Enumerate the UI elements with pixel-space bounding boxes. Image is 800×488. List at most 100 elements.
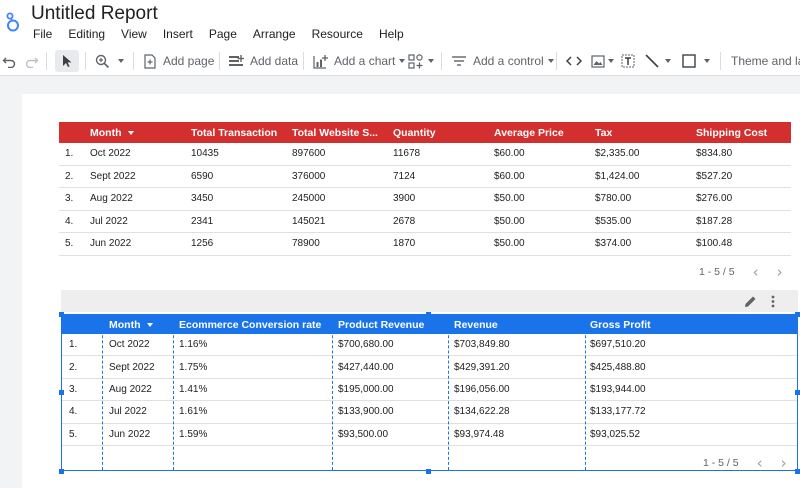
column-header-ecommerce-conversion-rate[interactable]: Ecommerce Conversion rate [179,318,322,331]
chevron-right-icon[interactable]: › [776,263,783,281]
table-header: Month Total Transaction Total Website S.… [59,122,791,143]
cell-product-revenue: $427,440.00 [338,361,394,373]
menu-view[interactable]: View [121,27,147,41]
resize-handle-bottom[interactable] [426,469,431,474]
pagination-label: 1 - 5 / 5 [703,457,739,469]
cell-product-revenue: $133,900.00 [338,406,394,418]
undo-icon [2,57,16,68]
add-control-icon [452,56,466,66]
cell-month: Aug 2022 [90,193,133,205]
chevron-down-icon [399,59,406,63]
chart-more-options-button[interactable] [771,290,775,312]
cell-month: Sept 2022 [109,361,155,373]
toolbar-divider [219,52,220,70]
chevron-right-icon[interactable]: › [780,454,787,472]
column-guide[interactable] [585,315,586,470]
column-header-quantity[interactable]: Quantity [393,126,436,139]
insert-shape-button[interactable] [682,46,710,76]
report-title[interactable]: Untitled Report [31,3,158,24]
sales-table[interactable]: Month Total Transaction Total Website S.… [59,122,791,256]
menu-resource[interactable]: Resource [311,27,363,41]
column-header-total-transaction[interactable]: Total Transaction [191,126,278,139]
cell-tax: $1,424.00 [595,170,640,182]
add-chart-label: Add a chart [334,54,396,68]
cell-gross-profit: $425,488.80 [590,361,646,373]
column-header-product-revenue[interactable]: Product Revenue [338,318,425,331]
chevron-left-icon[interactable]: ‹ [752,263,759,281]
cell-shipping-cost: $187.28 [696,215,733,227]
menu-file[interactable]: File [33,27,53,41]
redo-button[interactable] [25,46,39,76]
sort-desc-icon [146,322,153,327]
menu-editing[interactable]: Editing [68,27,106,41]
column-header-revenue[interactable]: Revenue [454,318,498,331]
cell-quantity: 11678 [393,148,421,160]
resize-handle-top[interactable] [426,312,431,317]
column-guide[interactable] [102,315,103,470]
resize-handle-bottom-left[interactable] [59,469,64,474]
menu-help[interactable]: Help [378,27,404,41]
ecommerce-table[interactable]: Month Ecommerce Conversion rate Product … [61,314,798,472]
chevron-down-icon [118,59,124,63]
resize-handle-right[interactable] [795,390,800,395]
column-header-total-website-sessions[interactable]: Total Website S... [292,126,378,139]
table-row: 1. Oct 2022 10435 897600 11678 $60.00 $2… [59,143,791,166]
insert-line-button[interactable] [645,46,671,76]
select-tool-button[interactable] [55,50,79,72]
line-icon [645,54,659,68]
menu-insert[interactable]: Insert [162,27,193,41]
cell-total-website-sessions: 78900 [292,238,320,250]
community-visualizations-button[interactable] [408,46,434,76]
add-chart-button[interactable]: Add a chart [313,46,406,76]
resize-handle-top-right[interactable] [795,312,800,317]
column-guide[interactable] [173,315,174,470]
resize-handle-top-left[interactable] [59,312,64,317]
cell-average-price: $50.00 [494,215,525,227]
cell-conversion-rate: 1.41% [179,383,208,395]
row-index: 1. [69,339,78,351]
column-guide[interactable] [448,315,449,470]
column-guide[interactable] [332,315,333,470]
table-row: 3. Aug 2022 1.41% $195,000.00 $196,056.0… [62,379,797,402]
column-header-month[interactable]: Month [90,122,134,143]
undo-button[interactable] [2,46,16,76]
table-row: 5. Jun 2022 1256 78900 1870 $50.00 $374.… [59,233,791,256]
add-data-button[interactable]: Add data [228,46,298,76]
column-header-gross-profit[interactable]: Gross Profit [590,318,651,331]
column-header-shipping-cost[interactable]: Shipping Cost [696,126,768,139]
column-header-month[interactable]: Month [109,315,153,334]
cell-shipping-cost: $527.20 [696,170,733,182]
redo-icon [25,57,39,68]
cell-gross-profit: $133,177.72 [590,406,646,418]
chevron-left-icon[interactable]: ‹ [756,454,763,472]
cell-average-price: $50.00 [494,193,525,205]
table-row: 2. Sept 2022 6590 376000 7124 $60.00 $1,… [59,166,791,188]
rectangle-icon [682,54,696,68]
zoom-button[interactable] [95,46,124,76]
cell-tax: $2,335.00 [595,148,640,160]
column-header-tax[interactable]: Tax [595,126,613,139]
cell-total-website-sessions: 245000 [292,193,326,205]
table-row: 2. Sept 2022 1.75% $427,440.00 $429,391.… [62,356,797,379]
cell-revenue: $196,056.00 [454,383,510,395]
menu-arrange[interactable]: Arrange [252,27,296,41]
resize-handle-left[interactable] [59,390,64,395]
menu-page[interactable]: Page [208,27,237,41]
pencil-icon [745,296,756,307]
edit-chart-button[interactable] [744,290,757,312]
column-header-average-price[interactable]: Average Price [494,126,564,139]
add-page-button[interactable]: Add page [143,46,214,76]
toolbar-divider [133,52,134,70]
row-index: 1. [65,148,74,160]
resize-handle-bottom-right[interactable] [795,469,800,474]
add-control-button[interactable]: Add a control [451,46,554,76]
community-viz-icon [408,53,423,69]
add-control-label: Add a control [473,54,544,68]
theme-layout-button[interactable]: Theme and layout [731,46,800,76]
cell-shipping-cost: $834.80 [696,148,733,160]
embed-code-button[interactable] [566,46,582,76]
cell-total-transaction: 10435 [191,148,219,160]
insert-text-button[interactable] [621,46,635,76]
insert-image-button[interactable] [591,46,614,76]
